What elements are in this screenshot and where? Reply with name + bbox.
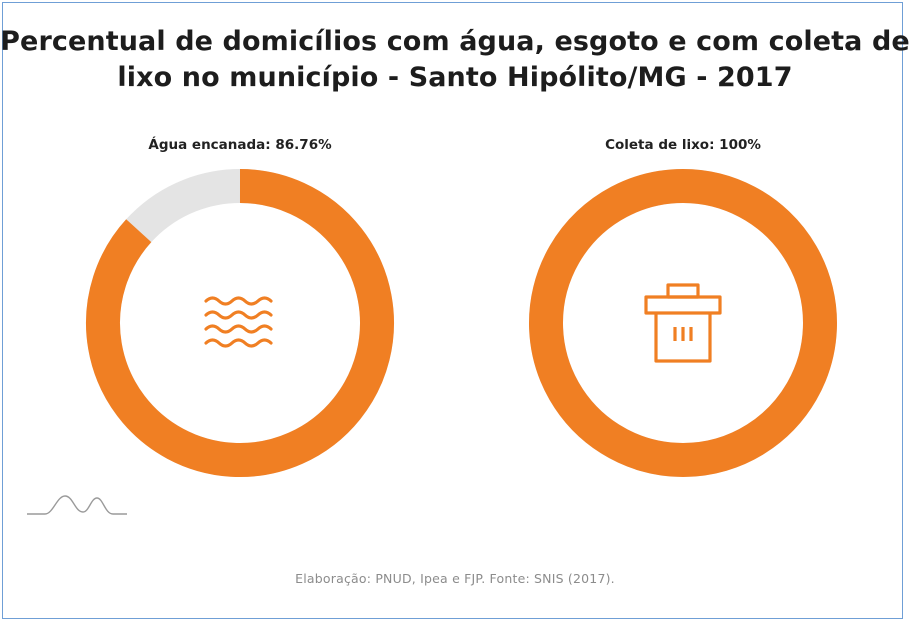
source-note: Elaboração: PNUD, Ipea e FJP. Fonte: SNI… <box>295 571 615 586</box>
donut-chart-lixo <box>529 169 837 477</box>
donut-chart-agua <box>86 169 394 477</box>
donut-value-arc-agua <box>86 169 394 477</box>
chart-frame <box>2 2 903 619</box>
water-waves-icon <box>204 296 273 348</box>
donut-label-agua: Água encanada: 86.76% <box>148 137 332 153</box>
trash-can-icon <box>644 283 722 363</box>
chart-title: Percentual de domicílios com água, esgot… <box>0 26 910 93</box>
mountain-logo-icon <box>27 495 127 515</box>
donut-value-arc-lixo <box>529 169 837 477</box>
donut-label-lixo: Coleta de lixo: 100% <box>605 137 761 153</box>
